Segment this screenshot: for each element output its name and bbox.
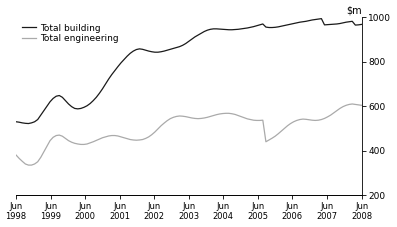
Total building — [128, 52, 133, 55]
Total engineering — [276, 132, 281, 135]
Total engineering — [128, 138, 133, 141]
Legend: Total building, Total engineering: Total building, Total engineering — [21, 22, 121, 45]
Total engineering — [304, 118, 308, 121]
Text: $m: $m — [346, 5, 362, 15]
Total engineering — [23, 163, 28, 165]
Total building — [319, 17, 324, 20]
Line: Total engineering: Total engineering — [16, 104, 362, 165]
Total engineering — [350, 103, 355, 105]
Total building — [359, 23, 364, 26]
Total building — [23, 122, 28, 125]
Total engineering — [26, 164, 31, 166]
Total engineering — [337, 107, 342, 110]
Total building — [26, 122, 31, 125]
Total engineering — [359, 104, 364, 107]
Total building — [14, 120, 19, 123]
Line: Total building: Total building — [16, 19, 362, 123]
Total building — [304, 20, 308, 23]
Total building — [341, 22, 345, 24]
Total engineering — [14, 154, 19, 156]
Total building — [276, 25, 281, 28]
Total building — [29, 121, 34, 124]
Total engineering — [29, 164, 34, 166]
